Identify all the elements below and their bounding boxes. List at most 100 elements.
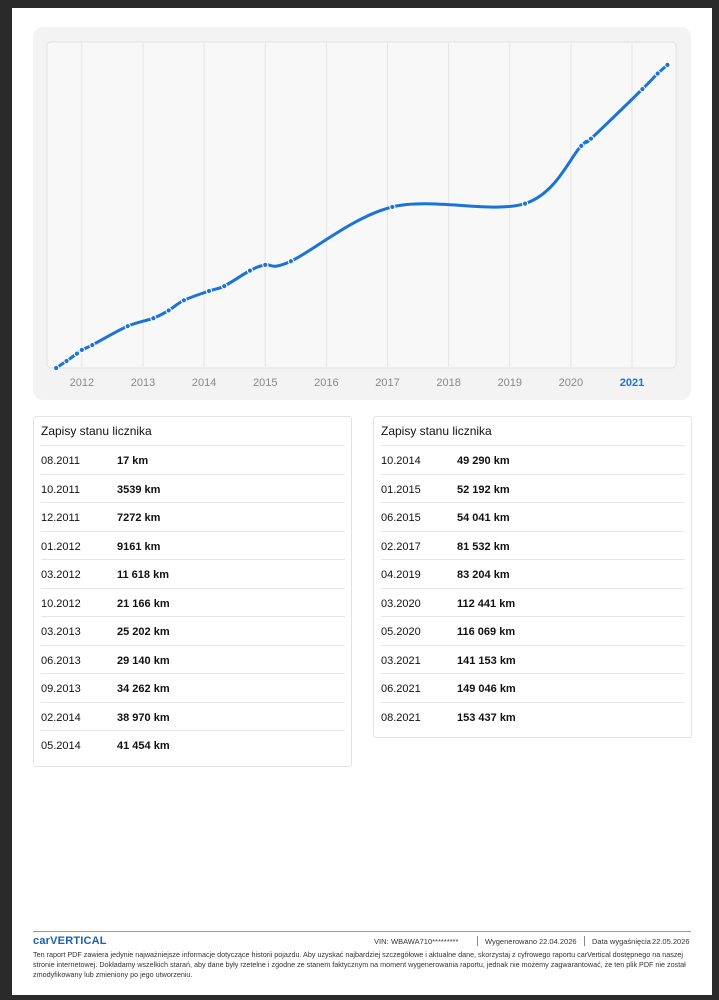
point <box>664 61 671 68</box>
mileage: 11 618 km <box>117 569 169 581</box>
mileage: 3539 km <box>117 483 161 496</box>
table-row: 10.2014 49 290 km <box>381 445 685 475</box>
mileage: 34 262 km <box>117 683 170 695</box>
table-row: 03.2013 25 202 km <box>41 616 345 646</box>
table-row: 03.2020 112 441 km <box>381 587 685 618</box>
table-card: Zapisy stanu licznika 10.2014 49 290 km 01.… <box>373 416 692 738</box>
mileage: 17 km <box>117 455 149 467</box>
date: 02.2017 <box>381 540 421 553</box>
generated-label: Wygenerowano <box>485 937 538 946</box>
separator <box>584 936 585 946</box>
date: 01.2015 <box>381 483 421 496</box>
point <box>639 86 646 93</box>
table-row: 10.2012 21 166 km <box>41 587 345 618</box>
x-tick-label: 2017 <box>375 377 399 389</box>
date: 06.2021 <box>381 683 421 695</box>
x-tick-label: 2019 <box>497 377 521 389</box>
table-row: 06.2015 54 041 km <box>381 502 685 532</box>
mileage: 21 166 km <box>117 597 170 610</box>
table-row: 03.2012 11 618 km <box>41 559 345 589</box>
point <box>287 258 294 265</box>
point <box>521 200 529 207</box>
point <box>246 267 254 274</box>
table-row: 05.2020 116 069 km <box>381 616 685 646</box>
mileage: 81 532 km <box>457 540 510 553</box>
logo: carVERTICAL <box>33 935 107 947</box>
date: 01.2012 <box>41 540 81 553</box>
mileage: 116 069 km <box>457 626 516 638</box>
date: 10.2011 <box>41 483 80 496</box>
vin: WBAWA710********* <box>391 937 459 946</box>
date: 06.2015 <box>381 512 421 524</box>
date: 10.2012 <box>41 597 81 610</box>
mileage: 29 140 km <box>117 654 170 667</box>
point <box>389 203 396 211</box>
mileage: 41 454 km <box>117 740 170 752</box>
mileage: 141 153 km <box>457 654 516 667</box>
date: 12.2011 <box>41 512 80 524</box>
mileage: 25 202 km <box>117 626 170 638</box>
table-card: Zapisy stanu licznika 08.2011 17 km 10.2011… <box>33 416 352 767</box>
table-row: 03.2021 141 153 km <box>381 644 685 675</box>
table-row: 06.2013 29 140 km <box>41 644 345 675</box>
mileage: 149 046 km <box>457 683 516 695</box>
point <box>180 297 188 304</box>
x-tick-label: 2018 <box>436 377 460 389</box>
date: 06.2013 <box>41 654 81 667</box>
table-title: Zapisy stanu licznika <box>381 424 492 438</box>
x-tick-label: 2012 <box>70 377 94 389</box>
separator <box>477 936 478 946</box>
expiry-label: Data wygaśnięcia <box>592 937 651 946</box>
mileage: 7272 km <box>117 512 161 524</box>
point <box>73 350 81 357</box>
point <box>89 341 96 349</box>
plot-area <box>46 41 677 369</box>
date: 08.2021 <box>381 711 421 724</box>
mileage: 38 970 km <box>117 711 170 724</box>
table-row: 06.2021 149 046 km <box>381 673 685 703</box>
mileage: 83 204 km <box>457 569 510 581</box>
date: 03.2021 <box>381 654 421 667</box>
table-row: 09.2013 34 262 km <box>41 673 345 703</box>
table-row: 01.2015 52 192 km <box>381 473 685 504</box>
table-row: 08.2011 17 km <box>41 445 345 475</box>
vin-label: VIN: <box>374 937 389 946</box>
date: 04.2019 <box>381 569 421 581</box>
x-tick-label: 2016 <box>314 377 338 389</box>
point <box>78 346 85 354</box>
footer: carVERTICAL VIN: WBAWA710********* Wygen… <box>33 931 691 979</box>
mileage: 49 290 km <box>457 455 510 467</box>
date: 02.2014 <box>41 711 81 724</box>
point <box>578 142 585 149</box>
table-row: 10.2011 3539 km <box>41 473 345 504</box>
date: 05.2020 <box>381 626 421 638</box>
generated-date: 22.04.2026 <box>539 937 577 946</box>
table-row: 08.2021 153 437 km <box>381 701 685 732</box>
table-title: Zapisy stanu licznika <box>41 424 152 438</box>
point <box>165 307 172 314</box>
x-tick-label: 2021 <box>620 377 644 389</box>
table-row: 12.2011 7272 km <box>41 502 345 532</box>
point <box>124 323 131 330</box>
point <box>205 287 213 295</box>
table-row: 02.2014 38 970 km <box>41 701 345 732</box>
expiry-date: 22.05.2026 <box>652 937 690 946</box>
date: 09.2013 <box>41 683 81 695</box>
disclaimer: Ten raport PDF zawiera jedynie najważnie… <box>33 950 686 980</box>
table-row: 05.2014 41 454 km <box>41 730 345 760</box>
mileage: 9161 km <box>117 540 161 553</box>
point <box>587 135 595 142</box>
date: 03.2013 <box>41 626 81 638</box>
point <box>53 364 60 372</box>
date: 05.2014 <box>41 740 81 752</box>
line <box>54 63 669 370</box>
table-row: 02.2017 81 532 km <box>381 530 685 561</box>
point <box>262 261 269 268</box>
point <box>654 70 661 77</box>
chart: 2012 2013 2014 2015 2016 2017 2018 2019 2020 2021 <box>33 27 691 400</box>
x-tick-label: 2014 <box>192 377 216 389</box>
x-tick-label: 2020 <box>559 377 583 389</box>
table-row: 04.2019 83 204 km <box>381 559 685 589</box>
point <box>150 315 157 322</box>
